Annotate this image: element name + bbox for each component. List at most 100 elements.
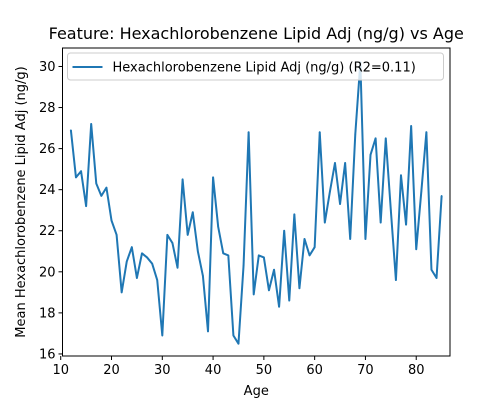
data-point bbox=[324, 221, 326, 224]
y-tick-label: 30 bbox=[39, 60, 56, 75]
plot-frame bbox=[62, 47, 451, 357]
data-point bbox=[85, 205, 87, 207]
data-point bbox=[151, 262, 153, 265]
data-point bbox=[298, 287, 301, 290]
data-point bbox=[420, 190, 423, 193]
y-tick-label: 22 bbox=[39, 224, 56, 239]
data-point bbox=[430, 268, 433, 271]
y-tick-label: 28 bbox=[39, 101, 56, 116]
x-tick-label: 50 bbox=[256, 363, 273, 378]
data-point bbox=[171, 242, 174, 244]
data-point bbox=[197, 250, 199, 253]
data-point bbox=[181, 178, 184, 181]
data-point bbox=[435, 277, 438, 279]
data-point bbox=[415, 248, 418, 251]
data-point bbox=[141, 252, 143, 255]
data-point bbox=[166, 234, 169, 236]
y-tick-label: 24 bbox=[39, 183, 56, 198]
data-point bbox=[191, 211, 194, 214]
data-point bbox=[288, 299, 291, 302]
data-point bbox=[329, 190, 331, 193]
data-point bbox=[212, 176, 214, 179]
data-point bbox=[395, 279, 397, 281]
data-point bbox=[252, 293, 255, 296]
data-point bbox=[100, 195, 103, 197]
data-point bbox=[237, 342, 240, 345]
data-point bbox=[369, 153, 372, 156]
data-point bbox=[263, 256, 265, 259]
data-point bbox=[242, 264, 245, 267]
data-point bbox=[176, 266, 179, 269]
data-point bbox=[120, 291, 123, 294]
data-point bbox=[227, 254, 230, 257]
data-point bbox=[161, 334, 164, 337]
data-point bbox=[390, 209, 392, 212]
data-point bbox=[384, 137, 387, 140]
plot-area: 10 20 30 40 50 60 70 80 16 18 20 22 24 26 28 30 bbox=[39, 47, 451, 378]
data-point bbox=[202, 275, 204, 277]
y-tick-label: 26 bbox=[39, 142, 56, 157]
data-point bbox=[273, 268, 275, 271]
data-point bbox=[308, 254, 311, 257]
data-point bbox=[344, 162, 346, 164]
y-tick-label: 16 bbox=[39, 347, 56, 362]
data-point bbox=[364, 238, 367, 240]
x-tick-label: 30 bbox=[154, 363, 171, 378]
data-point bbox=[80, 170, 82, 172]
data-point bbox=[440, 195, 443, 197]
data-point bbox=[425, 131, 428, 133]
data-point bbox=[186, 234, 189, 236]
data-point bbox=[318, 131, 321, 133]
data-point bbox=[349, 238, 352, 240]
y-axis-label: Mean Hexachlorobenzene Lipid Adj (ng/g) bbox=[14, 66, 29, 337]
data-point bbox=[131, 246, 133, 248]
data-point bbox=[334, 162, 336, 164]
data-point bbox=[146, 256, 148, 259]
data-point bbox=[410, 125, 412, 127]
legend-label: Hexachlorobenzene Lipid Adj (ng/g) (R2=0… bbox=[113, 61, 416, 76]
x-tick-label: 40 bbox=[205, 363, 222, 378]
data-point bbox=[257, 254, 260, 257]
data-point bbox=[70, 129, 72, 131]
data-point bbox=[354, 133, 357, 136]
data-point bbox=[136, 277, 138, 279]
legend-box bbox=[67, 52, 444, 81]
legend: Hexachlorobenzene Lipid Adj (ng/g) (R2=0… bbox=[67, 52, 444, 81]
x-tick-label: 60 bbox=[306, 363, 323, 378]
series-layer bbox=[69, 61, 443, 345]
data-point bbox=[303, 238, 306, 240]
y-tick-label: 18 bbox=[39, 306, 56, 321]
x-tick-label: 20 bbox=[103, 363, 120, 378]
data-point bbox=[156, 279, 159, 281]
data-point bbox=[283, 229, 285, 232]
y-tick-label: 20 bbox=[39, 265, 56, 280]
data-point bbox=[222, 252, 225, 255]
data-point bbox=[405, 223, 407, 226]
data-point bbox=[95, 182, 98, 185]
chart-title: Feature: Hexachlorobenzene Lipid Adj (ng… bbox=[49, 24, 464, 43]
x-axis-label: Age bbox=[244, 384, 269, 399]
data-point bbox=[339, 203, 341, 205]
data-point bbox=[125, 260, 128, 263]
data-point bbox=[293, 213, 296, 216]
x-tick-label: 70 bbox=[357, 363, 374, 378]
series-line bbox=[69, 61, 443, 345]
data-point bbox=[400, 174, 402, 177]
x-tick-label: 80 bbox=[408, 363, 425, 378]
y-axis-ticks: 16 18 20 22 24 26 28 30 bbox=[39, 60, 63, 362]
data-point bbox=[247, 131, 250, 133]
data-point bbox=[278, 305, 280, 308]
data-point bbox=[232, 334, 235, 337]
data-point bbox=[268, 289, 270, 292]
data-point bbox=[75, 176, 77, 179]
x-axis-ticks: 10 20 30 40 50 60 70 80 bbox=[52, 356, 425, 378]
data-point bbox=[217, 225, 219, 228]
data-point bbox=[379, 221, 382, 224]
data-point bbox=[207, 330, 209, 333]
data-point bbox=[90, 123, 92, 125]
data-point bbox=[313, 246, 316, 248]
data-point bbox=[115, 234, 118, 236]
x-tick-label: 10 bbox=[52, 363, 69, 378]
data-point bbox=[105, 186, 108, 189]
